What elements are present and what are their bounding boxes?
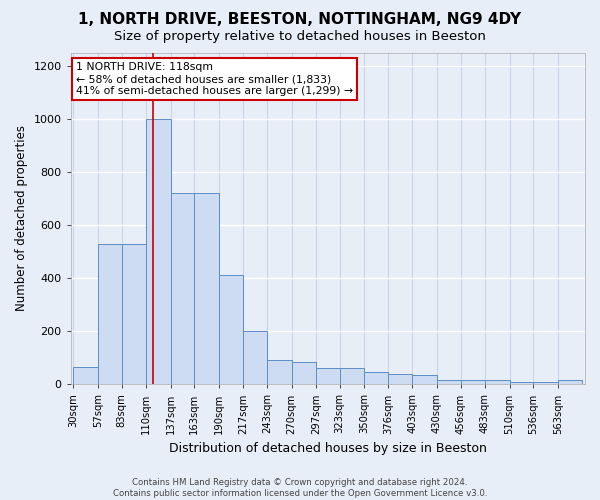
Bar bbox=[485, 380, 509, 384]
Text: Size of property relative to detached houses in Beeston: Size of property relative to detached ho… bbox=[114, 30, 486, 43]
Text: 1 NORTH DRIVE: 118sqm
← 58% of detached houses are smaller (1,833)
41% of semi-d: 1 NORTH DRIVE: 118sqm ← 58% of detached … bbox=[76, 62, 353, 96]
Bar bbox=[388, 374, 412, 384]
Bar bbox=[244, 331, 267, 384]
Bar bbox=[194, 193, 219, 384]
Bar bbox=[316, 368, 340, 384]
Bar bbox=[364, 372, 388, 384]
X-axis label: Distribution of detached houses by size in Beeston: Distribution of detached houses by size … bbox=[169, 442, 487, 455]
Bar bbox=[558, 380, 582, 384]
Text: Contains HM Land Registry data © Crown copyright and database right 2024.
Contai: Contains HM Land Registry data © Crown c… bbox=[113, 478, 487, 498]
Bar bbox=[412, 375, 437, 384]
Bar bbox=[461, 380, 485, 384]
Bar bbox=[170, 193, 194, 384]
Bar bbox=[122, 244, 146, 384]
Bar bbox=[292, 362, 316, 384]
Text: 1, NORTH DRIVE, BEESTON, NOTTINGHAM, NG9 4DY: 1, NORTH DRIVE, BEESTON, NOTTINGHAM, NG9… bbox=[79, 12, 521, 28]
Bar bbox=[267, 360, 292, 384]
Bar bbox=[509, 382, 533, 384]
Bar bbox=[533, 382, 558, 384]
Bar bbox=[146, 119, 170, 384]
Bar bbox=[73, 367, 98, 384]
Bar bbox=[219, 276, 244, 384]
Y-axis label: Number of detached properties: Number of detached properties bbox=[15, 126, 28, 312]
Bar bbox=[98, 244, 122, 384]
Bar bbox=[437, 380, 461, 384]
Bar bbox=[340, 368, 364, 384]
